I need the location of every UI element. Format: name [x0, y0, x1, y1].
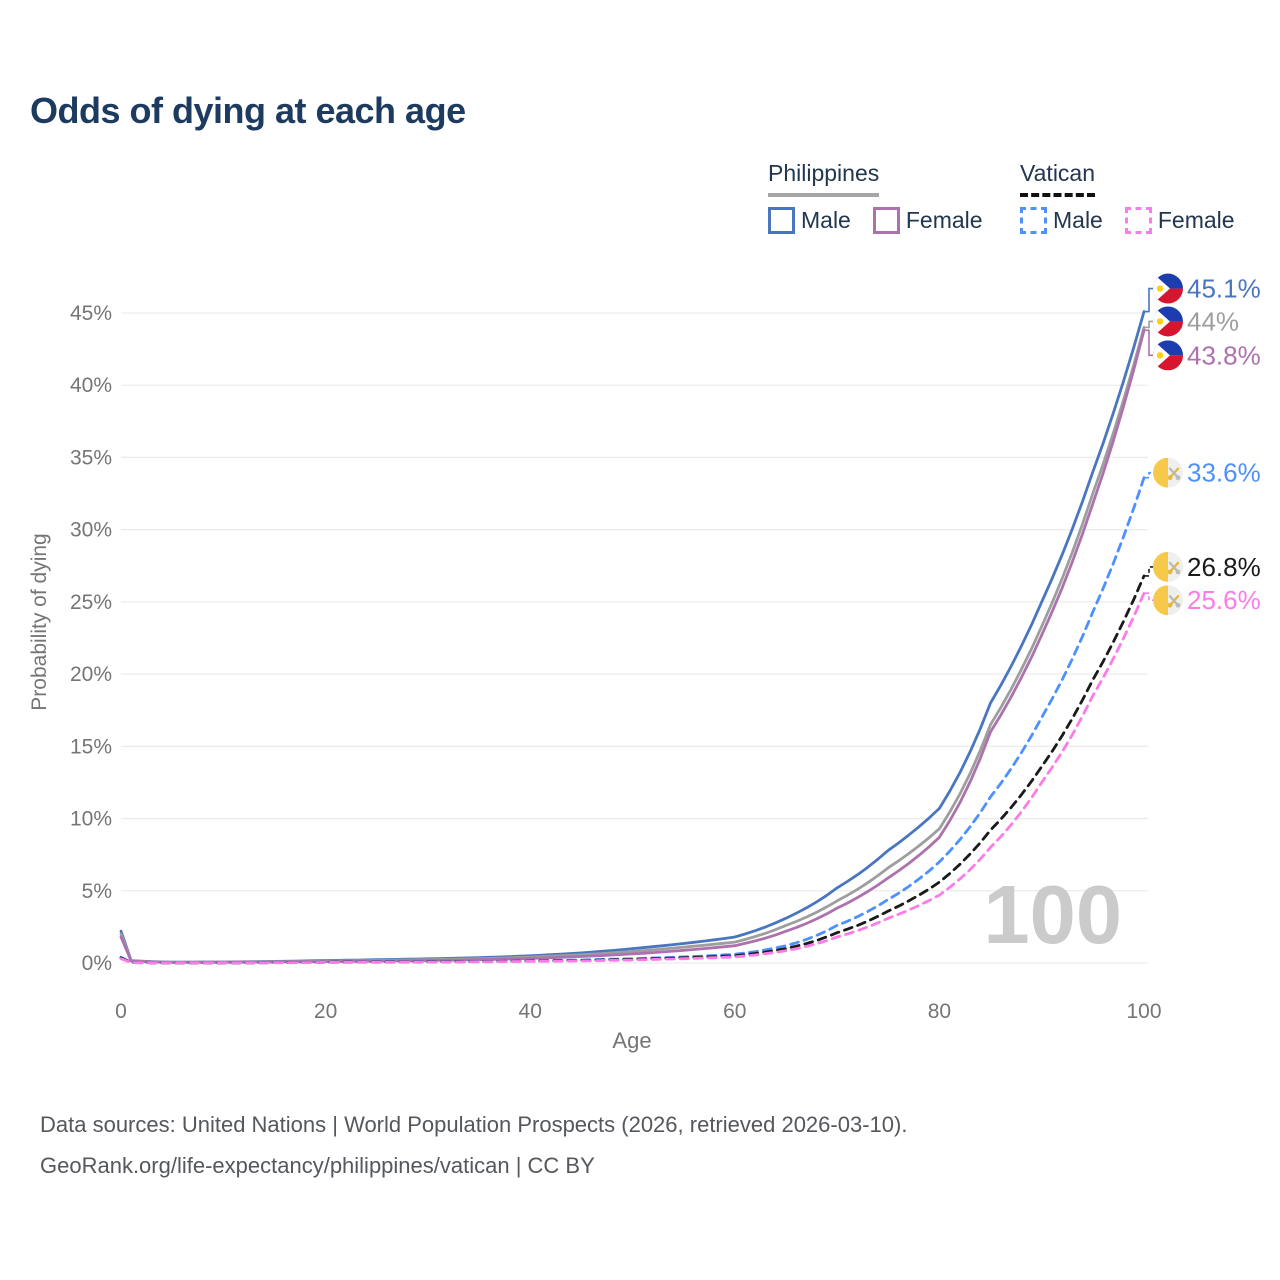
end-label-connector: [1145, 592, 1153, 602]
vatican-male-swatch-icon: [1020, 207, 1047, 234]
x-axis-title: Age: [612, 1028, 651, 1053]
philippines-male-swatch-icon: [768, 207, 795, 234]
end-value-label: 43.8%: [1187, 340, 1261, 370]
legend-group-vatican: Vatican Male Female: [1020, 160, 1257, 234]
y-tick-label: 45%: [70, 302, 112, 325]
legend-item-label: Male: [1053, 207, 1103, 233]
flag-icon-vatican: [1153, 457, 1183, 488]
legend-item-label: Male: [801, 207, 851, 233]
x-tick-label: 40: [519, 1000, 542, 1023]
end-value-label: 25.6%: [1187, 585, 1261, 615]
y-axis-title: Probability of dying: [28, 533, 51, 710]
chart-watermark: 100: [984, 868, 1122, 961]
end-label-connector: [1145, 329, 1153, 357]
legend-item-label: Female: [905, 207, 983, 233]
end-label-connector: [1145, 320, 1153, 329]
footer: Data sources: United Nations | World Pop…: [40, 1104, 907, 1186]
legend-item-vatican-male[interactable]: Male: [1020, 207, 1103, 234]
series-line-vatican-female[interactable]: [119, 591, 1146, 965]
flag-icon-philippines: [1153, 306, 1183, 337]
series-line-philippines-male[interactable]: [119, 310, 1146, 964]
x-tick-label: 100: [1126, 1000, 1161, 1023]
end-value-label: 45.1%: [1187, 274, 1261, 304]
vatican-female-swatch-icon: [1124, 207, 1152, 234]
legend-item-vatican-female[interactable]: Female: [1124, 207, 1235, 234]
flag-icon-vatican: [1153, 585, 1183, 616]
x-tick-label: 20: [314, 1000, 337, 1023]
y-tick-label: 25%: [70, 591, 112, 614]
end-label-connector: [1145, 566, 1153, 577]
x-tick-label: 0: [115, 1000, 127, 1023]
end-label-connector: [1145, 471, 1153, 479]
legend-group-philippines: Philippines Male Female: [768, 160, 1005, 234]
legend: Philippines Male Female Vatican Male Fem…: [0, 160, 1280, 250]
legend-item-philippines-female[interactable]: Female: [872, 207, 983, 234]
flag-icon-vatican: [1153, 551, 1183, 582]
flag-icon-philippines: [1153, 340, 1183, 371]
footer-data-sources: Data sources: United Nations | World Pop…: [40, 1112, 908, 1137]
end-value-label: 33.6%: [1187, 458, 1261, 488]
flag-icon-philippines: [1153, 273, 1183, 304]
end-value-label: 44%: [1187, 306, 1239, 336]
y-tick-label: 0%: [82, 952, 112, 975]
y-tick-label: 10%: [70, 808, 112, 831]
footer-attribution: GeoRank.org/life-expectancy/philippines/…: [40, 1153, 595, 1178]
x-tick-label: 60: [723, 1000, 746, 1023]
y-tick-label: 30%: [70, 519, 112, 542]
end-value-label: 26.8%: [1187, 552, 1261, 582]
x-tick-label: 80: [928, 1000, 951, 1023]
y-tick-label: 20%: [70, 663, 112, 686]
legend-item-label: Female: [1157, 207, 1235, 233]
y-tick-label: 35%: [70, 446, 112, 469]
philippines-female-swatch-icon: [872, 207, 900, 234]
legend-group-title-vatican: Vatican: [1020, 160, 1096, 197]
page-title: Odds of dying at each age: [30, 90, 466, 131]
y-tick-label: 40%: [70, 374, 112, 397]
line-chart: 100 0% 5% 10% 15% 20% 25% 30% 35% 40% 45% 0 20 40 60 8…: [28, 273, 1261, 1053]
y-tick-label: 15%: [70, 735, 112, 758]
end-label-connector: [1145, 287, 1153, 313]
legend-group-title-philippines: Philippines: [768, 160, 880, 197]
legend-item-philippines-male[interactable]: Male: [768, 207, 851, 234]
y-tick-label: 5%: [82, 880, 112, 903]
